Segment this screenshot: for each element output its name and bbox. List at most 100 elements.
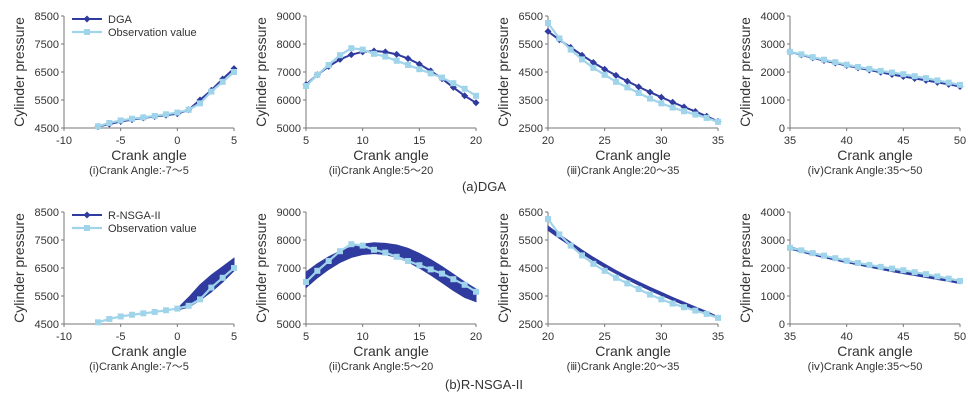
data-point-observation [439, 74, 445, 81]
data-point-observation [95, 123, 101, 130]
y-tick-label: 5000 [277, 123, 301, 135]
series-line-dga [547, 30, 719, 123]
x-tick-label: 40 [841, 331, 853, 343]
y-tick-label: 8500 [35, 11, 59, 23]
data-point-observation [117, 117, 124, 124]
data-point-observation [681, 304, 687, 311]
data-point-observation [889, 265, 895, 272]
y-tick-label: 6500 [519, 11, 543, 23]
data-point-observation [855, 63, 861, 70]
x-tick-label: 15 [413, 135, 425, 147]
y-tick-label: 7500 [35, 39, 59, 51]
y-tick-label: 3000 [761, 39, 785, 51]
data-point-observation [843, 257, 850, 264]
data-point-observation [427, 266, 434, 273]
data-point-observation [923, 75, 929, 82]
data-point-observation [185, 302, 192, 309]
data-point-observation [843, 61, 850, 68]
data-point-observation [669, 104, 676, 111]
legend-marker-model [83, 211, 91, 219]
legend-label-observation: Observation value [108, 223, 197, 235]
x-tick-label: 0 [174, 135, 180, 147]
data-point-observation [337, 52, 343, 59]
data-point-observation [590, 260, 597, 267]
y-tick-label: 6500 [35, 263, 59, 275]
data-point-observation [197, 296, 203, 303]
data-point-observation [106, 315, 113, 322]
data-point-observation [877, 67, 884, 74]
legend-label-model: DGA [108, 14, 133, 26]
x-tick-label: 5 [231, 331, 237, 343]
data-point-observation [900, 71, 907, 78]
x-tick-label: 35 [712, 331, 724, 343]
data-point-observation [359, 242, 366, 249]
panel-caption: (ⅲ)Crank Angle:20～35 [567, 361, 680, 373]
data-point-observation [303, 83, 309, 89]
y-tick-label: 8500 [35, 207, 59, 219]
data-point-observation [151, 308, 158, 315]
data-point-observation [934, 273, 941, 280]
data-point-observation [703, 310, 710, 317]
data-point-dga [657, 93, 665, 101]
data-point-observation [787, 244, 793, 251]
data-point-observation [371, 50, 377, 57]
panel-caption: (ⅳ)Crank Angle:35～50 [808, 361, 923, 373]
data-point-observation [635, 90, 642, 96]
x-tick-label: -5 [116, 331, 126, 343]
y-axis-label: Cylinder pressure [495, 213, 511, 323]
data-point-observation [231, 265, 237, 271]
data-point-dga [393, 50, 401, 58]
data-point-observation [208, 284, 215, 291]
data-point-observation [129, 311, 135, 318]
y-tick-label: 2500 [519, 123, 543, 135]
data-point-observation [371, 246, 377, 253]
data-point-observation [579, 252, 585, 259]
x-tick-label: 20 [470, 331, 482, 343]
y-tick-label: 7000 [277, 67, 301, 79]
data-point-observation [866, 261, 873, 268]
legend-marker-observation [84, 225, 90, 231]
data-point-observation [647, 291, 653, 298]
panel-caption: (ii)Crank Angle:5～20 [329, 165, 434, 177]
y-axis-label: Cylinder pressure [11, 17, 27, 127]
chart-panel-b-2: 5000 6000 7000 8000 9000 5 10 15 20 Crank angle Cy… [253, 207, 482, 373]
y-tick-label: 7000 [277, 263, 301, 275]
data-point-observation [579, 56, 585, 63]
chart-panel-a-4: 0 1000 2000 3000 4000 35 40 45 50 Crank angle Cyli… [737, 11, 966, 177]
x-axis-label: Crank angle [111, 147, 187, 163]
data-point-observation [208, 88, 215, 95]
chart-panel-a-1: 4500 5500 6500 7500 8500 -10 -5 0 5 Crank angle Cy… [11, 11, 238, 177]
y-tick-label: 8000 [277, 39, 301, 51]
data-point-observation [911, 269, 918, 276]
data-point-observation [855, 259, 861, 266]
data-point-observation [303, 279, 309, 285]
y-axis-label: Cylinder pressure [11, 213, 27, 323]
data-point-observation [624, 280, 631, 287]
data-point-observation [151, 112, 158, 119]
x-tick-label: 10 [357, 331, 369, 343]
y-tick-label: 9000 [277, 207, 301, 219]
data-point-observation [461, 281, 468, 288]
data-point-observation [832, 59, 839, 66]
y-tick-label: 1000 [761, 95, 785, 107]
data-point-observation [314, 267, 321, 274]
legend-label-observation: Observation value [108, 27, 197, 39]
data-point-observation [567, 46, 574, 53]
data-point-dga [623, 77, 631, 85]
y-tick-label: 5500 [35, 95, 59, 107]
data-point-observation [545, 216, 551, 222]
data-point-observation [567, 242, 574, 249]
data-point-dga [635, 83, 643, 91]
y-tick-label: 2500 [519, 319, 543, 331]
y-tick-label: 7500 [35, 235, 59, 247]
data-point-observation [140, 114, 147, 121]
data-point-observation [473, 92, 479, 99]
data-point-observation [450, 276, 457, 283]
data-point-observation [601, 71, 608, 78]
x-tick-label: 20 [542, 135, 554, 147]
x-axis-label: Crank angle [837, 147, 913, 163]
y-axis-label: Cylinder pressure [495, 17, 511, 127]
data-point-dga [404, 55, 412, 63]
x-tick-label: -5 [116, 135, 126, 147]
